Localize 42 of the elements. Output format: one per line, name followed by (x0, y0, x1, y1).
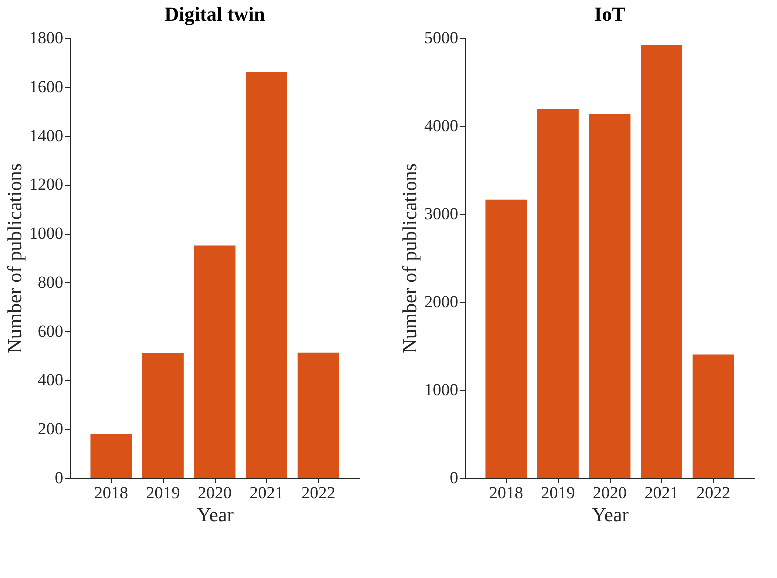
y-tick-label: 800 (38, 272, 64, 292)
y-tick-label: 1800 (30, 28, 64, 48)
bar (589, 114, 631, 478)
x-axis-title: Year (197, 504, 234, 526)
x-tick-label: 2021 (250, 484, 284, 502)
y-tick-label: 2000 (424, 292, 458, 312)
y-tick-label: 1400 (30, 126, 64, 146)
x-tick-label: 2018 (94, 484, 128, 502)
x-axis-title: Year (592, 504, 630, 526)
bar (90, 434, 132, 478)
bar (641, 45, 682, 478)
chart-title: Digital twin (164, 4, 266, 26)
y-tick-label: 200 (38, 420, 64, 439)
bar (692, 354, 734, 478)
x-tick-label: 2022 (696, 484, 731, 502)
bar (142, 353, 184, 478)
x-tick-label: 2020 (198, 484, 232, 502)
y-tick-label: 0 (450, 468, 458, 488)
y-tick-label: 1000 (424, 380, 458, 400)
x-tick-label: 2019 (541, 484, 576, 502)
bar (246, 72, 288, 478)
y-tick-label: 400 (38, 370, 64, 390)
y-tick-label: 600 (38, 322, 64, 341)
bar (194, 246, 236, 478)
y-tick-label: 1000 (30, 224, 64, 244)
y-tick-label: 5000 (424, 28, 458, 48)
y-tick-label: 3000 (424, 204, 458, 224)
bar (298, 352, 340, 478)
x-tick-label: 2018 (489, 484, 524, 502)
y-axis-title: Number of publications (400, 163, 422, 354)
y-tick-label: 1600 (30, 77, 64, 96)
y-axis-title: Number of publications (4, 163, 26, 354)
x-tick-label: 2021 (644, 484, 679, 502)
bar (538, 109, 579, 478)
bar (486, 200, 528, 478)
y-tick-label: 1200 (30, 175, 64, 194)
x-tick-label: 2019 (146, 484, 180, 502)
y-tick-label: 0 (55, 468, 64, 488)
chart-title: IoT (594, 4, 626, 26)
x-tick-label: 2022 (302, 484, 336, 502)
x-tick-label: 2020 (593, 484, 627, 502)
y-tick-label: 4000 (424, 116, 458, 136)
